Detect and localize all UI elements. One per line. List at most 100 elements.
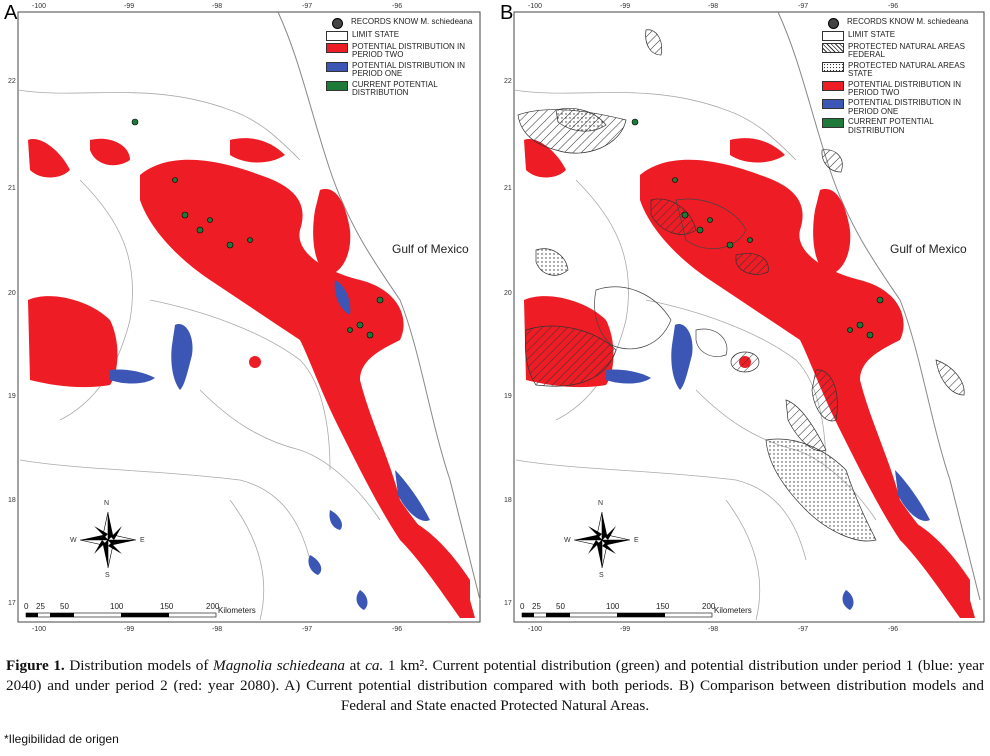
period-two-distribution	[28, 138, 475, 619]
legend-swatch-red	[822, 80, 844, 91]
longitude-tick: -100	[32, 3, 47, 10]
longitude-tick: -98	[708, 626, 719, 633]
legend-label: LIMIT STATE	[848, 30, 896, 39]
period-one-distribution	[606, 324, 930, 610]
legend-item-blue: POTENTIAL DISTRIBUTION IN PERIOD ONE	[822, 99, 988, 116]
latitude-tick: 19	[504, 393, 512, 400]
legend-swatch-hatch	[822, 43, 844, 53]
figure-caption: Figure 1. Distribution models of Magnoli…	[6, 656, 984, 715]
map-panel-a: A RECORDS KNOW M. schiedeana LIMIT STATE P…	[0, 0, 488, 640]
compass-n: N	[598, 500, 604, 507]
map-legend: RECORDS KNOW M. schiedeana LIMIT STATE PRO…	[822, 17, 988, 137]
scale-tick-label: 50	[60, 602, 69, 611]
latitude-tick: 17	[8, 600, 16, 607]
longitude-tick: -99	[620, 626, 631, 633]
longitude-tick: -96	[392, 3, 403, 10]
state-borders	[17, 89, 381, 621]
legend-swatch-dot	[332, 18, 343, 29]
legend-swatch-red	[326, 43, 348, 53]
legend-item-red: POTENTIAL DISTRIBUTION IN PERIOD TWO	[822, 79, 988, 98]
scale-tick-label: 200	[702, 602, 716, 611]
caption-part3: 1 km². Current potential distribution (g…	[6, 657, 985, 714]
caption-ca: ca.	[365, 657, 384, 674]
scale-tick-label: 150	[656, 602, 670, 611]
longitude-tick: -98	[212, 626, 223, 633]
longitude-tick: -99	[124, 3, 135, 10]
legend-swatch-blue	[822, 99, 844, 110]
scale-tick-label: 25	[532, 602, 541, 611]
compass-rose	[79, 511, 137, 569]
legend-swatch-green	[326, 80, 348, 91]
legend-item-red: POTENTIAL DISTRIBUTION IN PERIOD TWO	[326, 42, 486, 60]
latitude-tick: 18	[504, 497, 512, 504]
legend-label: RECORDS KNOW M. schiedeana	[847, 17, 969, 26]
legend-item-hatch: PROTECTED NATURAL AREAS FEDERAL	[822, 42, 988, 60]
scale-tick-label: 25	[36, 602, 45, 611]
scale-tick-label: 200	[206, 602, 220, 611]
caption-part2: at	[345, 657, 366, 674]
scale-unit: Kilometers	[218, 606, 256, 615]
compass-s: S	[599, 572, 604, 579]
longitude-tick: -96	[392, 626, 403, 633]
longitude-tick: -97	[798, 626, 809, 633]
compass-w: W	[70, 537, 77, 544]
legend-label: POTENTIAL DISTRIBUTION IN PERIOD TWO	[352, 42, 466, 60]
state-protected-areas	[535, 108, 877, 542]
legend-label: PROTECTED NATURAL AREAS STATE	[848, 60, 965, 79]
longitude-tick: -99	[620, 3, 631, 10]
current-distribution	[131, 118, 384, 339]
latitude-tick: 22	[8, 78, 16, 85]
legend-swatch-green	[822, 118, 844, 129]
compass-s: S	[105, 572, 110, 579]
longitude-tick: -98	[212, 3, 223, 10]
longitude-tick: -97	[798, 3, 809, 10]
caption-label: Figure 1.	[6, 657, 65, 674]
compass-e: E	[140, 537, 145, 544]
scale-tick-label: 150	[160, 602, 174, 611]
protected-outlines	[594, 198, 747, 357]
legend-label: LIMIT STATE	[352, 30, 400, 39]
map-canvas-b	[513, 11, 985, 623]
panel-label: B	[500, 2, 514, 24]
legend-item-blue: POTENTIAL DISTRIBUTION IN PERIOD ONE	[326, 60, 486, 79]
legend-item-dot: RECORDS KNOW M. schiedeana	[326, 17, 486, 29]
panel-label: A	[4, 2, 18, 24]
gulf-label: Gulf of Mexico	[890, 242, 967, 256]
legend-item-dots: PROTECTED NATURAL AREAS STATE	[822, 60, 988, 79]
compass-n: N	[104, 500, 110, 507]
legend-label: POTENTIAL DISTRIBUTION IN PERIOD ONE	[352, 60, 466, 79]
legend-label: CURRENT POTENTIAL DISTRIBUTION	[352, 79, 438, 97]
legend-swatch-blue	[326, 61, 348, 72]
latitude-tick: 21	[8, 185, 16, 192]
scale-bar	[25, 612, 217, 618]
gulf-label: Gulf of Mexico	[392, 242, 469, 256]
legend-item-dot: RECORDS KNOW M. schiedeana	[822, 17, 988, 29]
scale-tick-label: 50	[556, 602, 565, 611]
longitude-tick: -96	[888, 626, 899, 633]
map-panel-b: B RECORDS KNOW M. schiedeana LIMIT STATE P…	[496, 0, 990, 640]
scale-tick-label: 100	[606, 602, 620, 611]
legend-label: POTENTIAL DISTRIBUTION IN PERIOD TWO	[848, 79, 962, 97]
legend-swatch-dot	[828, 18, 839, 29]
compass-rose	[573, 511, 631, 569]
map-legend: RECORDS KNOW M. schiedeana LIMIT STATE POT…	[326, 17, 486, 99]
longitude-tick: -98	[708, 3, 719, 10]
compass-w: W	[564, 537, 571, 544]
scale-bar	[521, 612, 713, 618]
coastline	[777, 11, 981, 601]
legend-swatch-limit	[822, 31, 844, 41]
legend-item-limit: LIMIT STATE	[822, 30, 988, 41]
source-note: *Ilegibilidad de origen	[4, 732, 119, 746]
map-canvas-a	[17, 11, 481, 623]
latitude-tick: 22	[504, 78, 512, 85]
current-distribution	[631, 118, 884, 339]
scale-tick-label: 0	[24, 602, 29, 611]
longitude-tick: -100	[528, 3, 543, 10]
latitude-tick: 18	[8, 497, 16, 504]
coastline	[277, 11, 481, 601]
latitude-tick: 19	[8, 393, 16, 400]
latitude-tick: 20	[504, 290, 512, 297]
period-one-distribution	[110, 280, 430, 610]
longitude-tick: -96	[888, 3, 899, 10]
scale-tick-label: 0	[520, 602, 525, 611]
